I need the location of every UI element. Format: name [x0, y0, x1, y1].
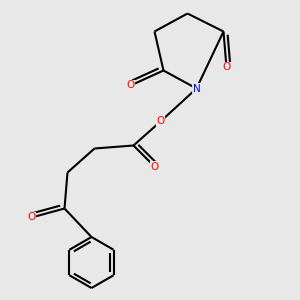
- Text: O: O: [126, 80, 135, 91]
- Text: O: O: [222, 62, 231, 73]
- Text: O: O: [150, 161, 159, 172]
- Text: N: N: [193, 83, 200, 94]
- Text: O: O: [156, 116, 165, 127]
- Text: O: O: [27, 212, 36, 223]
